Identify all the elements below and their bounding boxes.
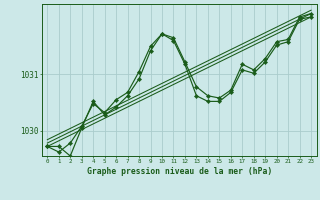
X-axis label: Graphe pression niveau de la mer (hPa): Graphe pression niveau de la mer (hPa) (87, 167, 272, 176)
